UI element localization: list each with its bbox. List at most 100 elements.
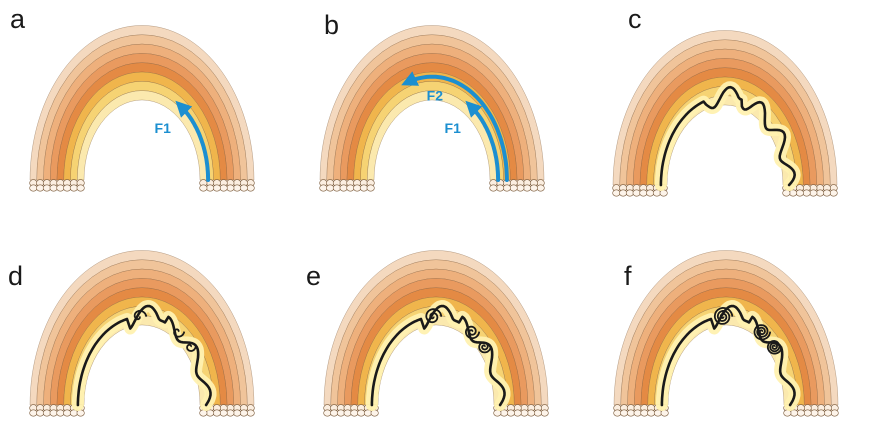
fiber-end [357,409,366,417]
fiber-end [339,184,348,192]
panel-f-arch [613,250,839,417]
panel-e-arch [323,250,549,417]
fiber-end [246,409,255,417]
fiber-end [343,409,352,417]
fiber-end [346,184,355,192]
f2-arrow [401,71,509,182]
panel-letter-b: b [324,10,340,40]
panel-d-arch [29,250,255,417]
folded-fiber-line [76,304,212,407]
fiber-end [817,409,826,417]
fiber-end [29,184,38,192]
fiber-end [63,184,72,192]
fiber-end [529,184,538,192]
fiber-end [633,409,642,417]
fold-spiral [766,339,783,355]
fiber-end [42,184,51,192]
fiber-end [506,409,515,417]
fiber-end [625,189,634,197]
fiber-end [49,184,58,192]
fiber-end [809,189,818,197]
fiber-end [239,184,248,192]
folded-fiber-line [659,85,796,187]
fiber-end [612,189,621,197]
panel-a-arch: F1 [29,25,255,192]
fiber-end [646,189,655,197]
fiber-end [527,409,536,417]
fiber-end [69,184,78,192]
fiber-end [336,409,345,417]
fold-spiral [425,308,443,324]
fiber-end [56,409,65,417]
fiber-end [639,189,648,197]
folded-fiber-line [660,304,796,407]
fiber-end [536,184,545,192]
fiber-end [212,184,221,192]
fiber-end [513,409,522,417]
fiber-end [323,409,332,417]
fold-spiral [133,309,148,321]
fiber-end [206,184,215,192]
fold-spiral [753,324,772,341]
fiber-end [76,184,85,192]
panel-letter-e: e [306,261,322,291]
panel-e: e [290,223,580,446]
fiber-end [640,409,649,417]
fiber-end [49,409,58,417]
fiber-end [810,409,819,417]
fiber-end [226,184,235,192]
fiber-end [620,409,629,417]
fiber-end [489,184,498,192]
fiber-end [533,409,542,417]
fiber-end [647,409,656,417]
fiber-end [246,184,255,192]
f1-arrow [465,100,501,182]
fiber-end [359,184,368,192]
fiber-end [520,409,529,417]
f2-label: F2 [427,87,444,103]
fiber-end [802,189,811,197]
fiber-end [199,184,208,192]
fold-spiral [713,306,734,325]
fiber-end [332,184,341,192]
panel-letter-a: a [10,4,26,34]
panel-letter-c: c [628,4,642,34]
fiber-end [496,184,505,192]
fiber-end [233,184,242,192]
fiber-end [36,184,45,192]
fiber-end [516,184,525,192]
fiber-end [326,184,335,192]
fiber-end [42,409,51,417]
fiber-end [226,409,235,417]
fiber-end [212,409,221,417]
fiber-end [319,184,328,192]
fiber-end [823,409,832,417]
fiber-end [796,409,805,417]
fold-spiral [465,325,481,340]
panel-a: F1 a [0,0,290,223]
panel-c: c [580,0,870,223]
f1-arrow [175,100,211,182]
fiber-end [239,409,248,417]
f1-label: F1 [155,120,172,136]
fiber-end [830,409,839,417]
panel-c-arch [612,30,838,197]
fiber-end [366,184,375,192]
fiber-end [233,409,242,417]
fiber-end [803,409,812,417]
fiber-end [56,184,65,192]
panel-b: F1 F2 b [290,0,580,223]
fiber-end [509,184,518,192]
fiber-end [626,409,635,417]
fiber-end [795,189,804,197]
fiber-end [219,409,228,417]
fold-spiral [478,341,492,354]
fiber-end [29,409,38,417]
fiber-end [829,189,838,197]
fiber-end [63,409,72,417]
fold-spiral [173,328,186,338]
fiber-end [353,184,362,192]
fiber-end [816,189,825,197]
fold-spiral [186,343,197,352]
